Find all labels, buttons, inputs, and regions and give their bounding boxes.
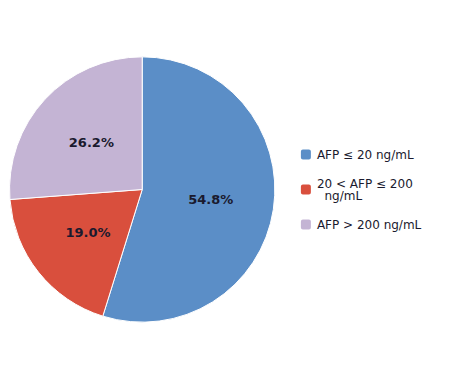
svg-text:19.0%: 19.0% — [65, 225, 110, 240]
svg-text:26.2%: 26.2% — [69, 135, 114, 150]
svg-text:AFP > 200 ng/mL: AFP > 200 ng/mL — [317, 218, 422, 232]
svg-text:20 < AFP ≤ 200: 20 < AFP ≤ 200 — [316, 176, 413, 191]
svg-text:54.8%: 54.8% — [188, 192, 233, 207]
svg-text:ng/mL: ng/mL — [317, 189, 363, 203]
svg-text:AFP ≤ 20 ng/mL: AFP ≤ 20 ng/mL — [317, 148, 414, 162]
